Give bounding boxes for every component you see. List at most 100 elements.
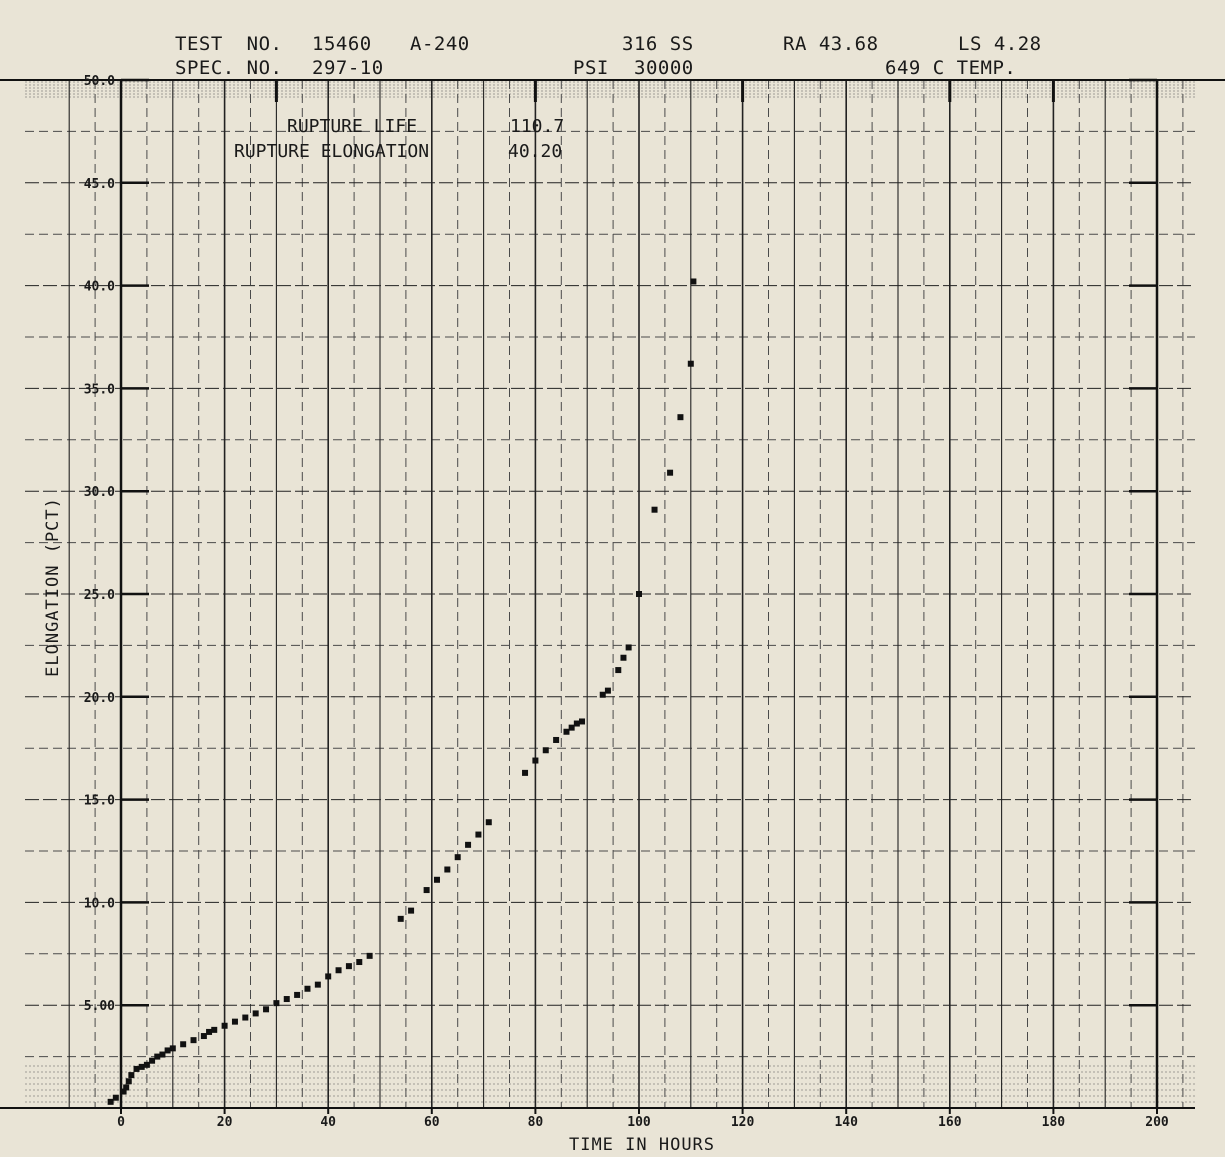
data-point	[154, 1053, 161, 1060]
data-point	[553, 736, 560, 743]
data-point	[454, 854, 461, 861]
x-tick-label: 60	[424, 1115, 440, 1130]
data-point	[485, 819, 492, 826]
spec-no-value: 297-10	[312, 57, 384, 79]
material: 316 SS	[622, 33, 694, 55]
spec-no-label: SPEC. NO.	[175, 57, 283, 79]
data-point	[573, 720, 580, 727]
data-point	[273, 1000, 280, 1007]
x-tick-label: 40	[320, 1115, 336, 1130]
x-tick-label: 100	[627, 1115, 651, 1130]
data-point	[164, 1047, 171, 1054]
x-tick-label: 140	[834, 1115, 858, 1130]
temperature: 649 C TEMP.	[885, 57, 1017, 79]
test-code: A-240	[410, 33, 470, 55]
data-point	[579, 718, 586, 725]
rupture-elongation-value: 40.20	[508, 141, 563, 162]
data-point	[604, 687, 611, 694]
data-point	[397, 915, 404, 922]
x-tick-label: 0	[117, 1115, 125, 1130]
data-point	[138, 1063, 145, 1070]
data-point	[180, 1041, 187, 1048]
data-point	[568, 724, 575, 731]
data-point	[200, 1033, 207, 1040]
data-point	[314, 981, 321, 988]
data-point	[687, 360, 694, 367]
data-point	[149, 1057, 156, 1064]
x-tick-label: 80	[528, 1115, 544, 1130]
test-no-label: TEST NO.	[175, 33, 283, 55]
y-tick-label: 45.0	[84, 177, 115, 192]
data-point	[125, 1078, 132, 1085]
data-point	[667, 469, 674, 476]
data-point	[433, 876, 440, 883]
data-point	[542, 747, 549, 754]
x-tick-label: 160	[938, 1115, 962, 1130]
data-point	[242, 1014, 249, 1021]
data-point	[159, 1051, 166, 1058]
data-point	[356, 959, 363, 966]
data-point	[345, 963, 352, 970]
rupture-elongation-label: RUPTURE ELONGATION	[234, 141, 430, 162]
x-tick-label: 120	[731, 1115, 755, 1130]
ra-value: RA 43.68	[783, 33, 879, 55]
data-point	[532, 757, 539, 764]
data-point	[231, 1018, 238, 1025]
data-point	[366, 952, 373, 959]
data-point	[221, 1022, 228, 1029]
y-tick-label: 40.0	[84, 280, 115, 295]
x-tick-label: 180	[1042, 1115, 1066, 1130]
data-point	[599, 691, 606, 698]
y-tick-label: 35.0	[84, 382, 115, 397]
data-point	[206, 1028, 213, 1035]
y-tick-label: 30.0	[84, 485, 115, 500]
data-point	[690, 278, 697, 285]
data-point	[615, 667, 622, 674]
y-tick-label: 25.0	[84, 588, 115, 603]
data-point	[211, 1026, 218, 1033]
data-point	[620, 654, 627, 661]
data-point	[465, 841, 472, 848]
y-tick-label: 5.00	[84, 999, 115, 1014]
data-point	[522, 769, 529, 776]
data-point	[120, 1088, 127, 1095]
x-tick-label: 20	[217, 1115, 233, 1130]
x-tick-label: 200	[1145, 1115, 1169, 1130]
data-point	[408, 907, 415, 914]
data-point	[133, 1065, 140, 1072]
psi-label: PSI	[573, 57, 609, 79]
y-tick-label: 10.0	[84, 896, 115, 911]
ls-value: LS 4.28	[958, 33, 1042, 55]
data-point	[252, 1010, 259, 1017]
data-point	[636, 591, 642, 597]
data-point	[294, 991, 301, 998]
data-point	[335, 967, 342, 974]
data-point	[325, 973, 332, 980]
rupture-life-label: RUPTURE LIFE	[287, 116, 418, 137]
y-axis-ticks: 50.0 45.0 40.0 35.0 30.0 25.0 20.0 15.0 10.0 5.00	[84, 74, 1157, 1014]
data-point	[563, 728, 570, 735]
y-tick-label: 15.0	[84, 794, 115, 809]
data-point	[475, 831, 482, 838]
x-axis-ticks: 0 20 40 60 80 100 120 140 160 180 200	[117, 80, 1169, 1130]
minor-grid	[25, 80, 1195, 1108]
data-points	[107, 278, 697, 1105]
data-point	[444, 866, 451, 873]
y-tick-label: 20.0	[84, 691, 115, 706]
data-point	[123, 1084, 130, 1091]
data-point	[677, 414, 684, 421]
data-point	[423, 887, 430, 894]
psi-value: 30000	[634, 57, 694, 79]
data-point	[263, 1006, 270, 1013]
rupture-life-value: 110.7	[510, 116, 565, 137]
data-point	[107, 1098, 114, 1105]
data-point	[190, 1037, 197, 1044]
data-point	[143, 1061, 150, 1068]
data-point	[169, 1045, 176, 1052]
data-point	[625, 644, 632, 651]
data-point	[304, 985, 311, 992]
data-point	[112, 1094, 119, 1101]
data-point	[128, 1072, 135, 1079]
data-point	[651, 506, 658, 513]
